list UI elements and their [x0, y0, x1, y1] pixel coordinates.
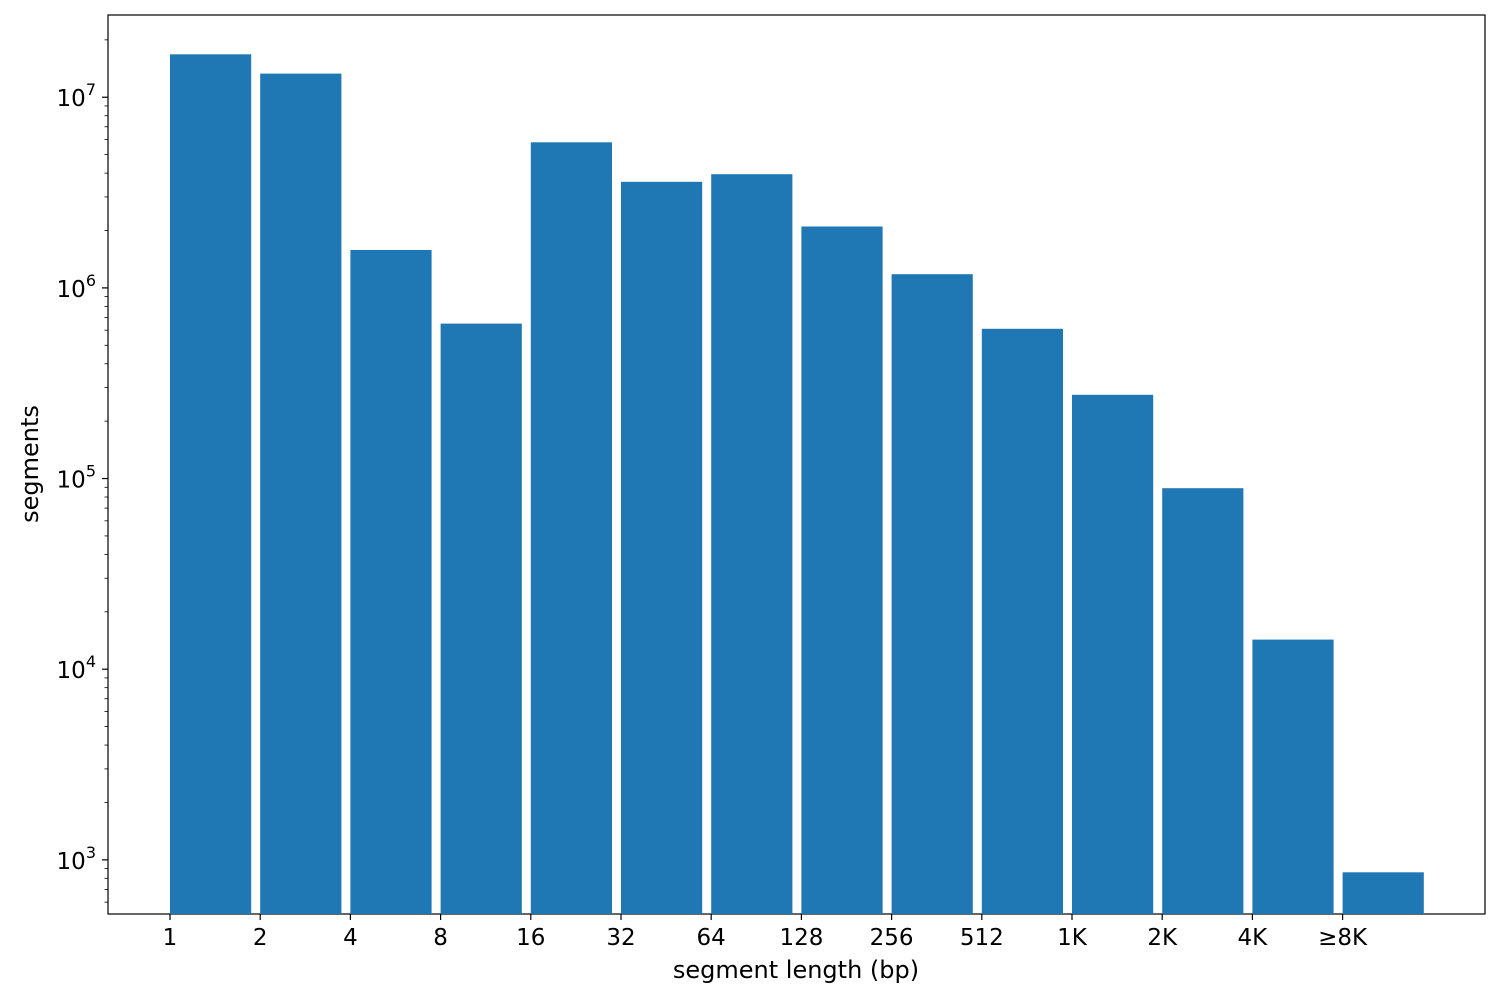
y-axis-ticks: 103 104 105 106 107	[57, 39, 108, 903]
x-tick-label: 2	[253, 925, 268, 951]
x-tick-label: 128	[779, 925, 823, 951]
bar-13	[1342, 872, 1424, 914]
x-tick-label: 64	[697, 925, 726, 951]
bar-3	[440, 323, 522, 915]
bars	[170, 54, 1424, 915]
y-tick-label: 105	[57, 462, 96, 494]
x-tick-label: 1K	[1057, 925, 1088, 951]
x-tick-label: 256	[870, 925, 914, 951]
y-tick-label: 107	[57, 80, 96, 112]
x-tick-label: 1	[163, 925, 178, 951]
x-tick-label: 4	[343, 925, 358, 951]
x-tick-label: ≥8K	[1318, 925, 1368, 951]
x-tick-label: 16	[516, 925, 545, 951]
y-tick-label: 104	[57, 652, 96, 684]
bar-11	[1162, 488, 1244, 914]
bar-4	[530, 142, 612, 915]
bar-6	[711, 174, 793, 914]
bar-12	[1252, 639, 1334, 914]
bar-7	[801, 226, 883, 914]
bar-0	[170, 54, 252, 915]
x-tick-label: 2K	[1147, 925, 1178, 951]
y-tick-label: 103	[57, 843, 96, 875]
bar-10	[1072, 394, 1154, 914]
bar-5	[621, 181, 703, 915]
x-tick-label: 512	[960, 925, 1004, 951]
bar-1	[260, 73, 342, 915]
x-axis-label: segment length (bp)	[673, 956, 919, 984]
bar-2	[350, 250, 432, 914]
x-tick-label: 8	[433, 925, 448, 951]
bar-8	[891, 274, 973, 914]
x-tick-label: 32	[606, 925, 635, 951]
y-axis-label: segments	[16, 405, 44, 523]
x-axis-ticks: 1 2 4 8 16 32 64 128 256 512 1K 2K 4K ≥8K	[163, 914, 1368, 951]
bar-9	[981, 328, 1063, 914]
y-tick-label: 106	[57, 271, 96, 303]
x-tick-label: 4K	[1238, 925, 1269, 951]
